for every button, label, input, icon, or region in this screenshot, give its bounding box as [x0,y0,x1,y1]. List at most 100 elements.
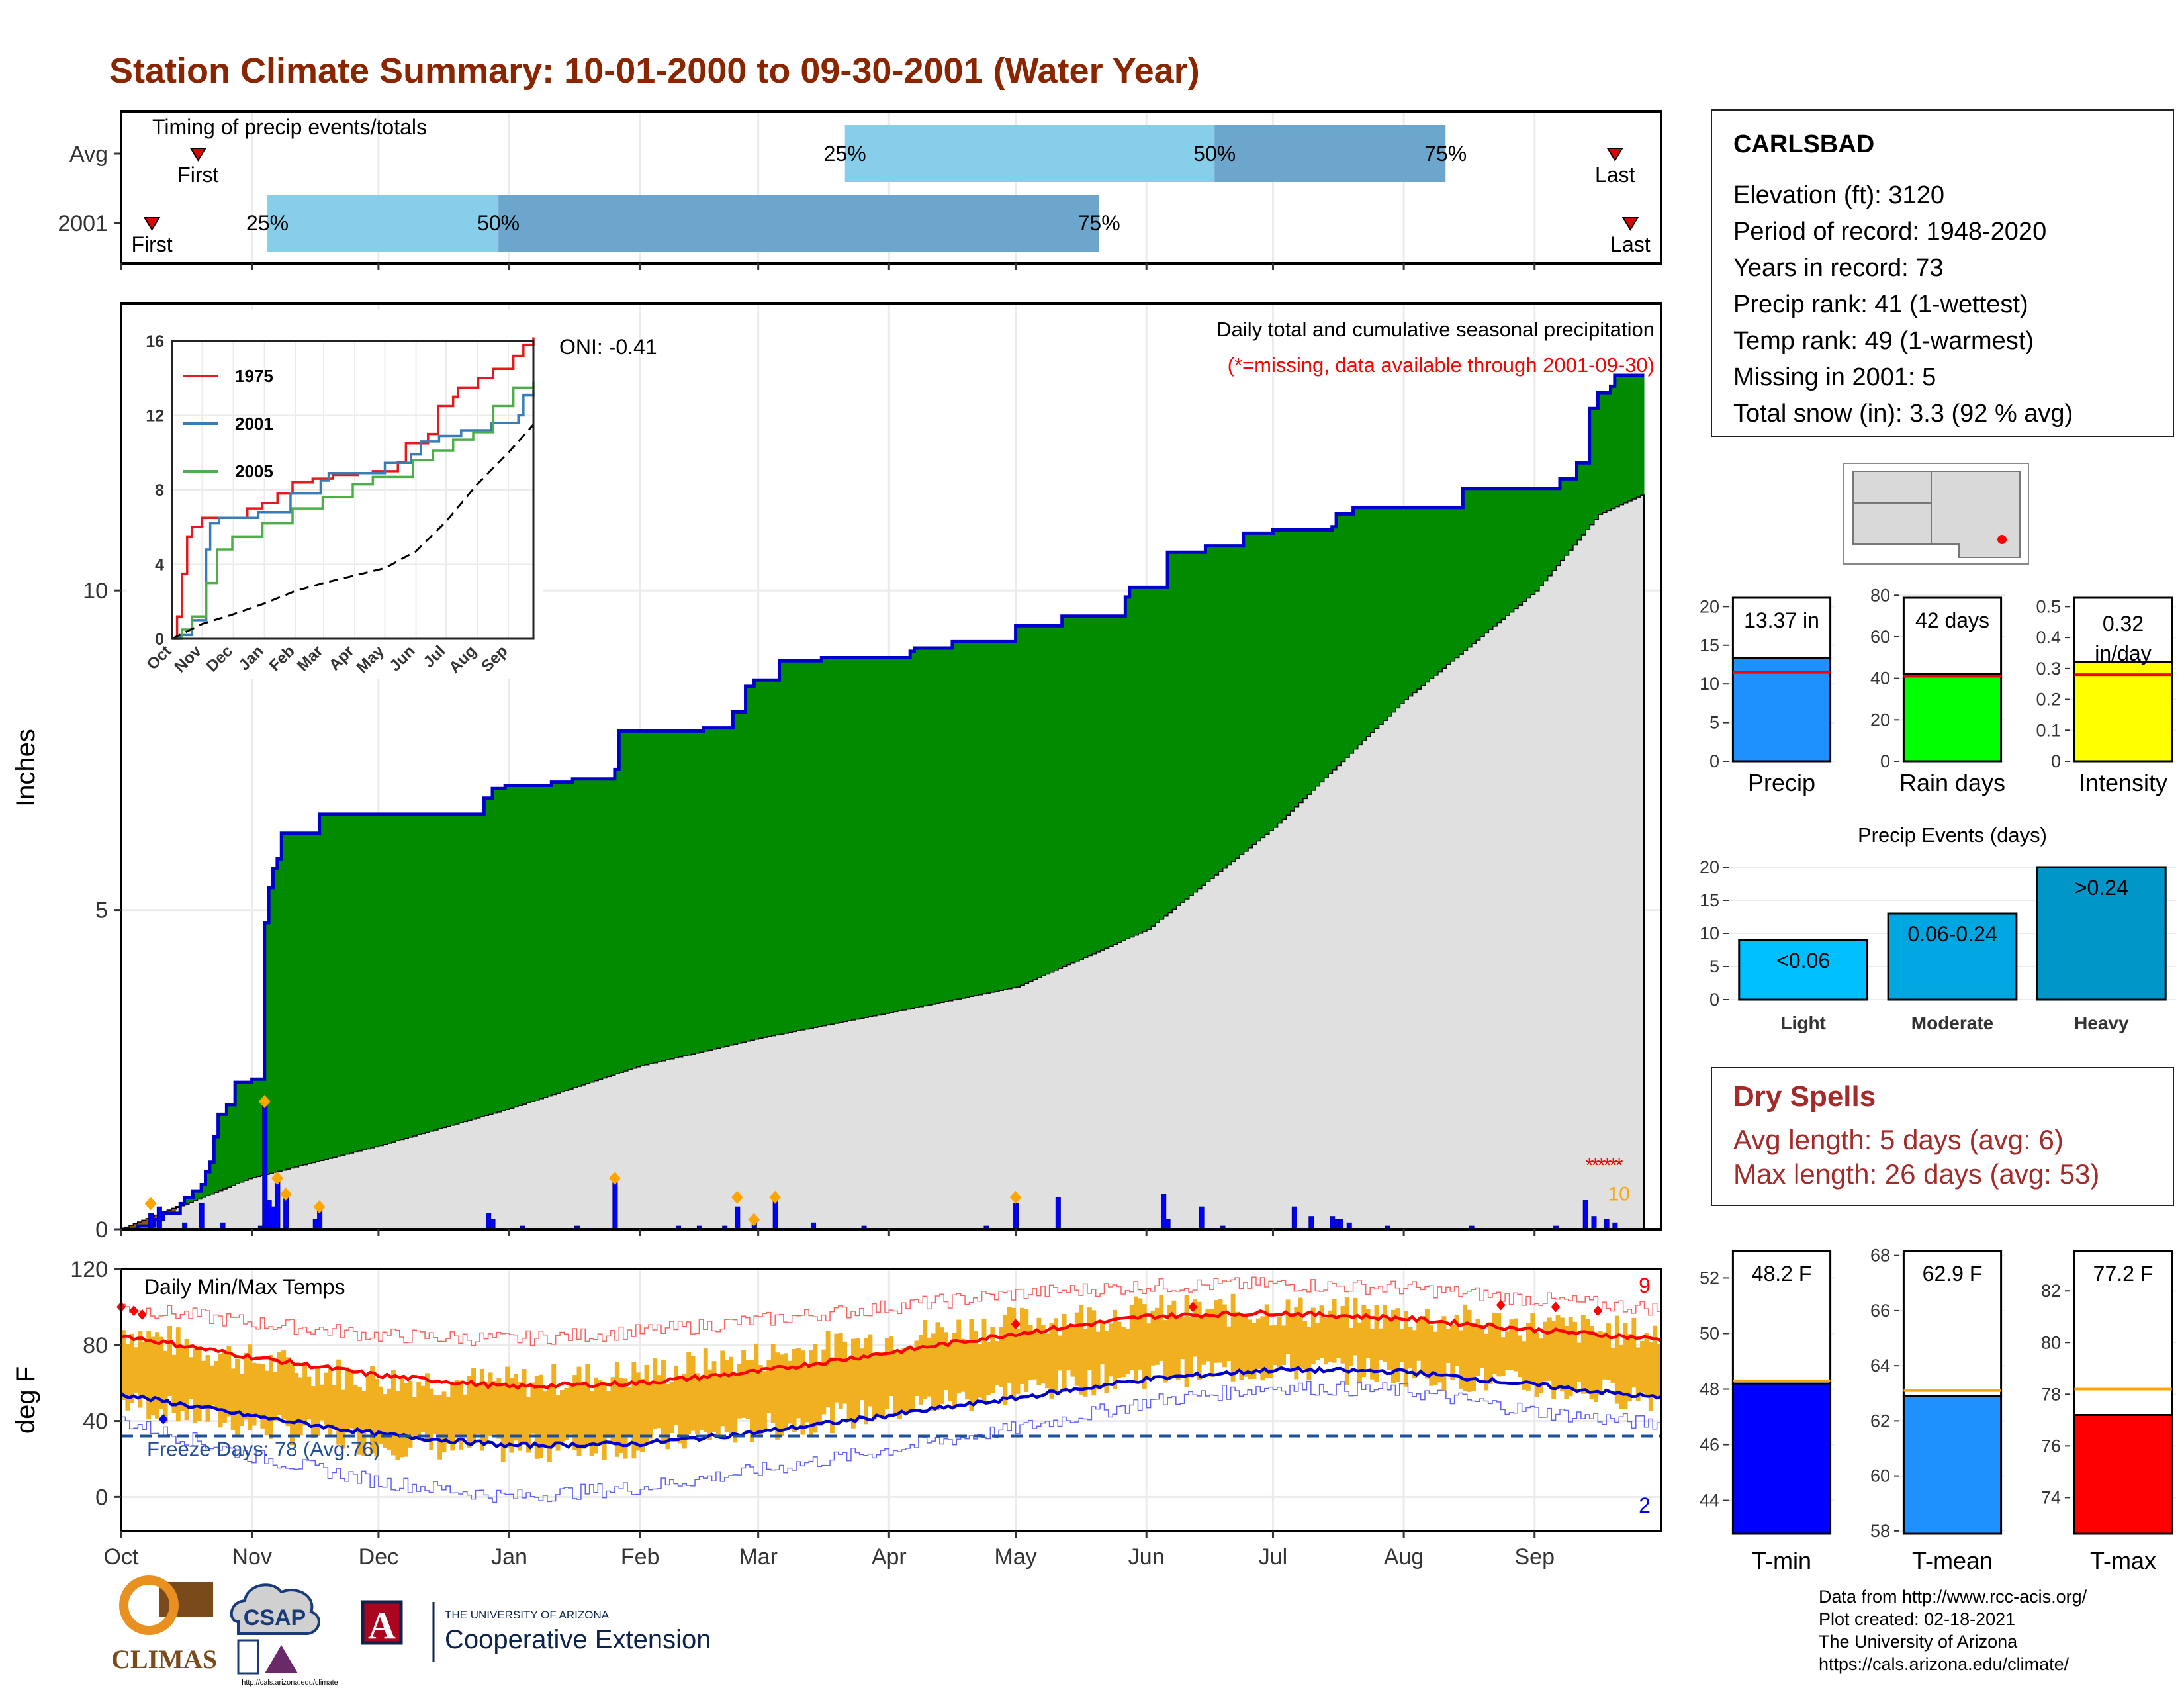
daily-temp-range-bar [412,1397,417,1438]
daily-temp-range-bar [248,1344,253,1430]
small-bar-category-label: T-min [1752,1547,1811,1574]
events-y-tick-label: 20 [1700,857,1719,877]
daily-temp-range-bar [985,1342,991,1395]
daily-temp-range-bar [813,1344,818,1433]
daily-temp-range-bar [1003,1314,1008,1405]
daily-temp-range-bar [1614,1315,1619,1404]
daily-temp-range-bar [653,1358,658,1429]
daily-temp-range-bar [315,1367,320,1436]
daily-temp-range-bar [990,1327,995,1393]
daily-temp-range-bar [779,1354,784,1436]
daily-temp-range-bar [1627,1334,1632,1402]
daily-temp-range-bar [969,1319,974,1411]
daily-temp-range-bar [551,1364,557,1448]
daily-temp-range-bar [1353,1297,1358,1356]
inset-series-line [172,389,535,640]
daily-temp-range-bar [868,1334,873,1407]
daily-temp-range-bar [775,1352,780,1440]
small-y-tick-label: 0.1 [2036,720,2061,740]
precip-frame [120,302,1662,1231]
daily-temp-range-bar [665,1383,670,1450]
missing-day-marker: * [1586,1155,1594,1177]
daily-temp-range-bar [1551,1321,1557,1400]
daily-temp-range-bar [783,1353,788,1431]
daily-temp-range-bar [353,1384,358,1430]
daily-temp-range-bar [770,1343,776,1424]
daily-temp-range-bar [555,1395,561,1451]
daily-temp-range-bar [1543,1321,1548,1382]
daily-temp-range-bar [1138,1298,1143,1370]
daily-temp-range-bar [416,1382,422,1438]
daily-temp-range-bar [1091,1310,1097,1396]
daily-temp-range-bar [1294,1307,1299,1380]
daily-temp-range-bar [1306,1327,1312,1380]
daily-temp-range-bar [745,1360,751,1419]
timing-p25-label: 25% [824,142,866,165]
daily-temp-range-bar [724,1360,729,1432]
events-y-tick-label: 10 [1700,923,1719,943]
daily-temp-range-bar [1125,1329,1130,1375]
daily-temp-range-bar [796,1348,801,1419]
daily-temp-range-bar [1095,1331,1101,1390]
daily-temp-range-bar [175,1327,181,1422]
record-high-marker [1593,1305,1603,1317]
daily-temp-range-bar [509,1378,514,1453]
daily-temp-range-bar [1045,1333,1050,1389]
daily-temp-range-bar [526,1397,531,1453]
temp-y-axis-label: deg F [11,1366,40,1434]
daily-temp-range-bar [1235,1311,1240,1372]
daily-temp-range-bar [614,1361,619,1457]
daily-temp-range-bar [635,1372,641,1451]
event-marker [731,1190,743,1204]
daily-temp-range-bar [180,1346,185,1411]
events-y-tick-label: 5 [1709,957,1719,976]
daily-temp-range-bar [1180,1317,1185,1360]
station-temp-rank: Temp rank: 49 (1-warmest) [1733,327,2034,355]
first-event-label: First [131,232,172,256]
temp-frame [120,1268,1662,1532]
daily-temp-range-bar [1390,1309,1396,1383]
events-bar-label: <0.06 [1776,949,1830,972]
daily-temp-range-bar [1437,1322,1442,1383]
daily-temp-range-bar [218,1354,223,1428]
small-y-tick-label: 46 [1700,1435,1719,1455]
daily-temp-range-bar [568,1385,573,1435]
inset-legend-label: 2001 [235,414,273,434]
daily-temp-range-bar [264,1370,269,1436]
daily-temp-range-bar [598,1380,603,1446]
daily-temp-range-bar [1011,1307,1017,1400]
daily-temp-range-bar [1467,1309,1472,1392]
daily-temp-range-bar [1175,1314,1181,1380]
precip-y-tick-label: 5 [95,898,108,923]
daily-temp-range-bar [1509,1319,1514,1370]
daily-temp-range-bar [463,1394,468,1436]
small-bar-category-label: T-max [2090,1547,2156,1574]
daily-precip-bar [1199,1206,1205,1230]
daily-temp-range-bar [1408,1327,1413,1369]
small-bar-value-label: 0.32 [2103,612,2144,635]
missing-day-marker: * [1592,1155,1600,1177]
last-event-marker [1621,217,1639,231]
timing-row-label: Avg [69,142,108,167]
daily-temp-range-bar [167,1325,173,1396]
daily-temp-range-bar [720,1350,725,1427]
inset-legend-label: 1975 [235,366,273,386]
daily-temp-range-bar [1074,1312,1079,1386]
daily-temp-range-bar [534,1376,539,1459]
month-tick-label: Sep [1514,1544,1555,1570]
daily-temp-range-bar [1395,1308,1400,1382]
daily-temp-range-bar [978,1344,983,1398]
daily-temp-range-bar [1585,1319,1590,1394]
timing-row-label: 2001 [58,211,108,236]
daily-precip-bar [1165,1219,1171,1230]
footer-line: The University of Arizona [1819,1632,2018,1652]
daily-temp-range-bar [1450,1325,1455,1380]
daily-temp-range-bar [365,1376,371,1432]
daily-temp-range-bar [281,1350,287,1419]
daily-temp-range-bar [1475,1319,1480,1376]
inset-series-line [171,424,535,640]
missing-day-marker: * [1610,1155,1617,1177]
inset-y-tick-label: 8 [155,481,164,500]
daily-temp-range-bar [1416,1319,1422,1361]
daily-precip-bar [612,1178,618,1230]
